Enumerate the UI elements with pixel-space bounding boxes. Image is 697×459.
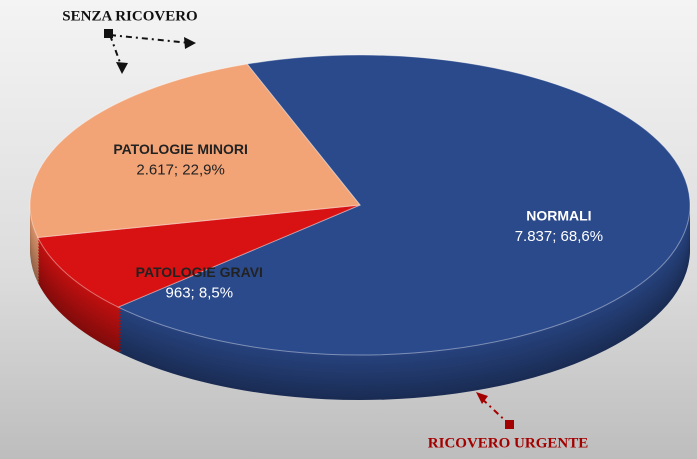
slice	[29, 63, 361, 239]
slice-label: PATOLOGIE GRAVI	[136, 264, 263, 280]
slice	[116, 54, 691, 356]
slice	[37, 204, 361, 308]
slice-label: PATOLOGIE MINORI	[113, 141, 248, 157]
slice-label: NORMALI	[526, 208, 591, 224]
annotation-arrow	[479, 396, 511, 426]
value-label: 963; 8,5%	[166, 284, 234, 301]
annotation-arrow	[109, 34, 191, 69]
arrow-end	[505, 420, 514, 429]
pie	[29, 54, 691, 400]
arrow-head	[116, 62, 128, 74]
annotation: RICOVERO URGENTE	[428, 435, 588, 451]
arrow-head	[184, 37, 196, 49]
value-label: 2.617; 22,9%	[136, 161, 224, 178]
annotation: SENZA RICOVERO	[62, 8, 197, 24]
arrow-head	[476, 392, 488, 404]
value-label: 7.837; 68,6%	[515, 228, 603, 245]
arrow-end	[104, 29, 113, 38]
